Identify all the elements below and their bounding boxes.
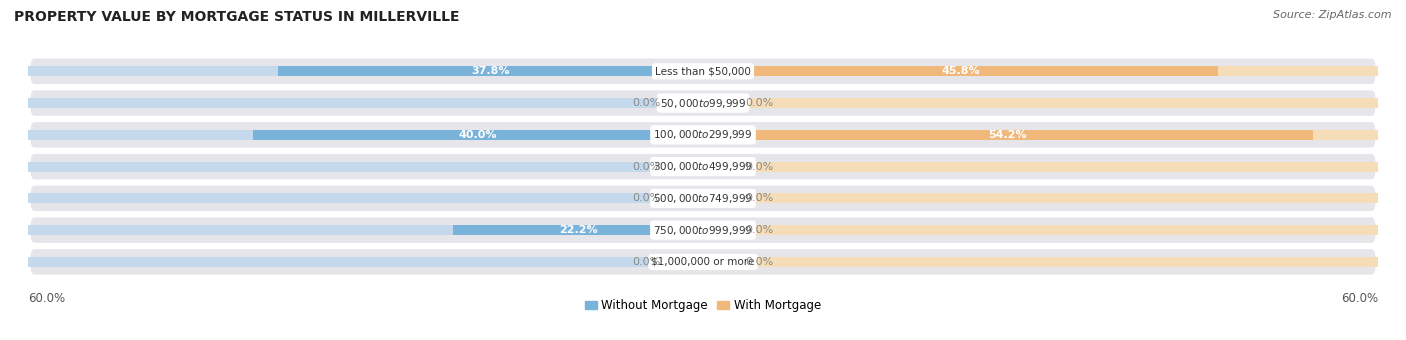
Text: $100,000 to $299,999: $100,000 to $299,999 [654, 128, 752, 141]
Bar [28, 66, 703, 76]
Text: 0.0%: 0.0% [745, 257, 773, 267]
Text: PROPERTY VALUE BY MORTGAGE STATUS IN MILLERVILLE: PROPERTY VALUE BY MORTGAGE STATUS IN MIL… [14, 10, 460, 24]
Text: 0.0%: 0.0% [745, 162, 773, 172]
Bar [703, 225, 742, 235]
Bar [703, 98, 1378, 108]
Text: 54.2%: 54.2% [988, 130, 1028, 140]
FancyBboxPatch shape [31, 249, 1375, 275]
Bar [703, 98, 742, 108]
Bar [28, 98, 703, 108]
Text: 0.0%: 0.0% [633, 193, 661, 203]
Bar [453, 225, 703, 235]
FancyBboxPatch shape [31, 186, 1375, 211]
Text: Less than $50,000: Less than $50,000 [655, 66, 751, 76]
FancyBboxPatch shape [31, 217, 1375, 243]
Bar [703, 162, 1378, 172]
Text: 0.0%: 0.0% [633, 162, 661, 172]
Text: 0.0%: 0.0% [745, 225, 773, 235]
Bar [278, 66, 703, 76]
Bar [28, 193, 703, 203]
Legend: Without Mortgage, With Mortgage: Without Mortgage, With Mortgage [581, 294, 825, 317]
FancyBboxPatch shape [31, 58, 1375, 84]
Bar [664, 162, 703, 172]
Text: 40.0%: 40.0% [458, 130, 498, 140]
Text: $50,000 to $99,999: $50,000 to $99,999 [659, 97, 747, 109]
Bar [703, 257, 1378, 267]
Text: 60.0%: 60.0% [1341, 292, 1378, 305]
Bar [28, 257, 703, 267]
Bar [703, 225, 1378, 235]
Text: 0.0%: 0.0% [745, 98, 773, 108]
Text: Source: ZipAtlas.com: Source: ZipAtlas.com [1274, 10, 1392, 20]
Text: 0.0%: 0.0% [633, 98, 661, 108]
Bar [664, 193, 703, 203]
Text: $750,000 to $999,999: $750,000 to $999,999 [654, 224, 752, 237]
Bar [664, 98, 703, 108]
Bar [664, 257, 703, 267]
Bar [703, 162, 742, 172]
Bar [703, 66, 1218, 76]
Text: 37.8%: 37.8% [471, 66, 509, 76]
Text: $1,000,000 or more: $1,000,000 or more [651, 257, 755, 267]
Text: 60.0%: 60.0% [28, 292, 65, 305]
FancyBboxPatch shape [31, 122, 1375, 148]
Text: $300,000 to $499,999: $300,000 to $499,999 [654, 160, 752, 173]
Bar [703, 193, 742, 203]
Bar [28, 225, 703, 235]
Bar [703, 130, 1313, 140]
Bar [703, 130, 1378, 140]
Bar [703, 66, 1378, 76]
Text: $500,000 to $749,999: $500,000 to $749,999 [654, 192, 752, 205]
Bar [253, 130, 703, 140]
Text: 45.8%: 45.8% [941, 66, 980, 76]
Text: 22.2%: 22.2% [558, 225, 598, 235]
Bar [28, 130, 703, 140]
Bar [703, 257, 742, 267]
FancyBboxPatch shape [31, 90, 1375, 116]
Bar [703, 193, 1378, 203]
Text: 0.0%: 0.0% [633, 257, 661, 267]
Text: 0.0%: 0.0% [745, 193, 773, 203]
Bar [28, 162, 703, 172]
FancyBboxPatch shape [31, 154, 1375, 179]
